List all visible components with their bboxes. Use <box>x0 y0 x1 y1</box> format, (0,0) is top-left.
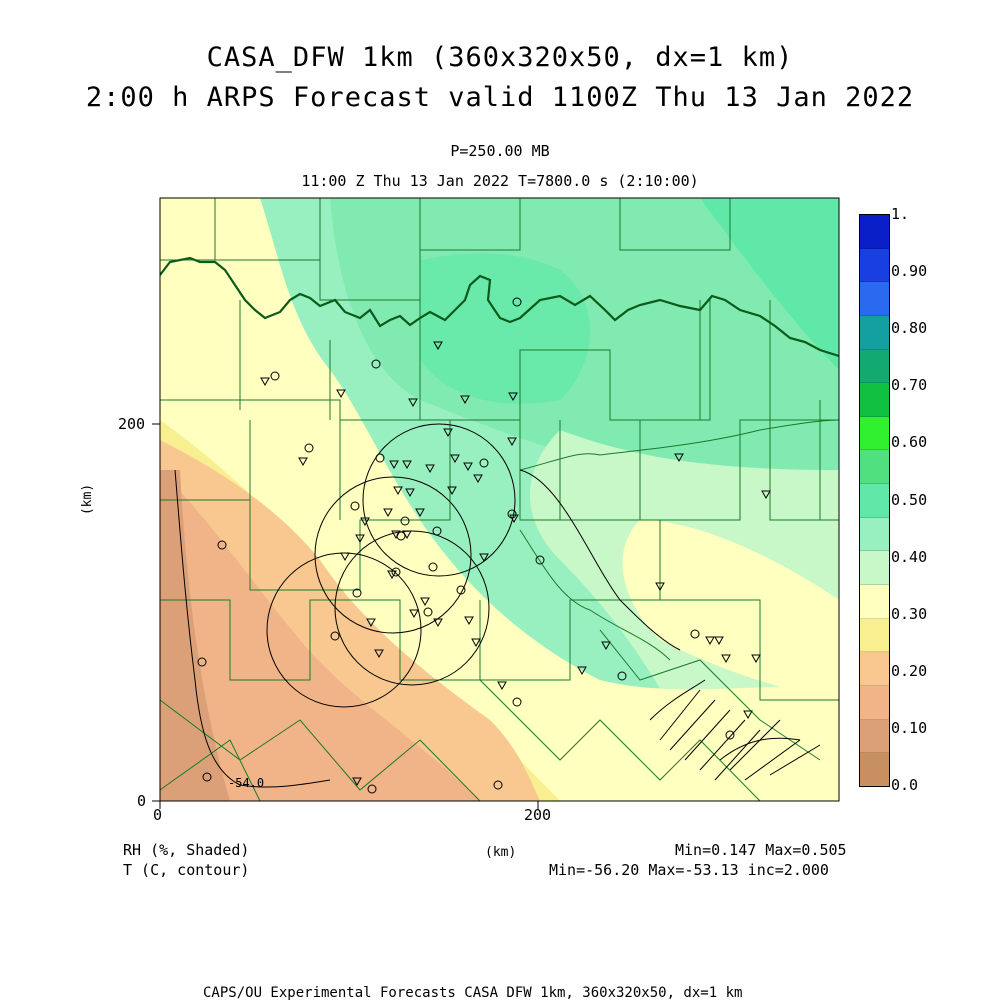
legend-field-rh: RH (%, Shaded) <box>123 841 250 859</box>
x-tick-0: 0 <box>153 806 163 824</box>
state-border <box>160 256 839 358</box>
colorbar-segment <box>860 618 889 653</box>
colorbar-label: 0.60 <box>891 433 928 452</box>
legend-stats-rh: Min=0.147 Max=0.505 <box>675 841 847 859</box>
colorbar-segment <box>860 383 889 417</box>
colorbar-label: 0.50 <box>891 490 928 509</box>
title-line-1: CASA_DFW 1km (360x320x50, dx=1 km) <box>206 42 794 73</box>
colorbar-label: 0.30 <box>891 604 928 623</box>
rh-shading <box>160 198 839 801</box>
legend-stats-t: Min=-56.20 Max=-53.13 inc=2.000 <box>549 861 829 879</box>
colorbar-segment <box>860 753 889 786</box>
colorbar-segment <box>860 416 889 451</box>
contour-label: -54.0 <box>228 776 264 790</box>
x-tick-200: 200 <box>524 806 552 824</box>
colorbar-segment <box>860 349 889 384</box>
y-tick-200: 200 <box>118 415 146 433</box>
footer-credit: CAPS/OU Experimental Forecasts CASA DFW … <box>203 985 743 1001</box>
pressure-level: P=250.00 MB <box>450 142 550 160</box>
colorbar-label: 0.10 <box>891 718 928 737</box>
colorbar-segment <box>860 517 889 552</box>
colorbar-label: 0.20 <box>891 661 928 680</box>
valid-time-line: 11:00 Z Thu 13 Jan 2022 T=7800.0 s (2:10… <box>301 172 699 190</box>
colorbar-label: 0.0 <box>891 776 919 794</box>
contour-squiggles <box>649 679 821 781</box>
colorbar-segment <box>860 652 889 686</box>
colorbar-label: 0.80 <box>891 319 928 338</box>
colorbar-labels: 1. 0.90 0.80 0.70 0.60 0.50 0.40 0.30 0.20 0.10 0.… <box>891 205 951 795</box>
colorbar-segment <box>860 282 889 316</box>
colorbar-fill <box>860 215 889 786</box>
temperature-contour <box>174 469 331 788</box>
colorbar <box>859 214 890 787</box>
legend-unit: (km) <box>485 845 517 860</box>
station-circles <box>197 297 735 794</box>
y-tick-0: 0 <box>137 792 147 810</box>
legend-field-t: T (C, contour) <box>123 861 250 879</box>
colorbar-segment <box>860 585 889 619</box>
colorbar-segment <box>860 248 889 283</box>
colorbar-segment <box>860 484 889 518</box>
colorbar-label: 0.90 <box>891 262 928 281</box>
colorbar-segment <box>860 315 889 350</box>
colorbar-segment <box>860 685 889 720</box>
colorbar-segment <box>860 719 889 754</box>
colorbar-segment <box>860 551 889 586</box>
y-axis-label: (km) <box>80 483 96 516</box>
colorbar-label: 0.70 <box>891 376 928 395</box>
station-triangles <box>260 341 771 787</box>
colorbar-label: 1. <box>891 205 910 223</box>
colorbar-segment <box>860 450 889 485</box>
plot-frame <box>159 197 840 802</box>
colorbar-segment <box>860 215 889 249</box>
title-line-2: 2:00 h ARPS Forecast valid 1100Z Thu 13 … <box>85 82 915 113</box>
colorbar-label: 0.40 <box>891 547 928 566</box>
